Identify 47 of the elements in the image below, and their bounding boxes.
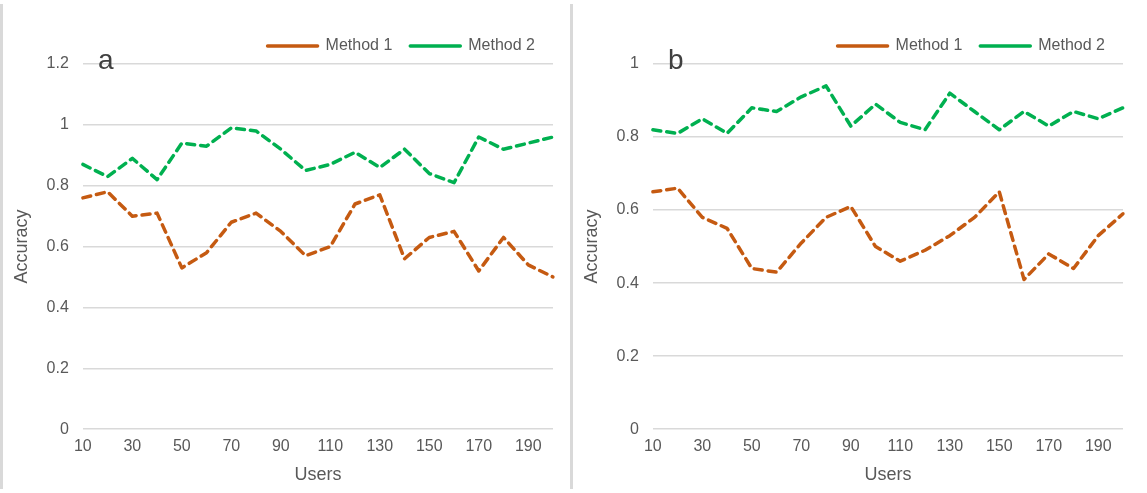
y-tick-label: 0.4 (616, 273, 639, 291)
x-tick-label: 90 (271, 437, 290, 455)
x-tick-label: 90 (841, 437, 860, 455)
x-tick-label: 30 (123, 437, 142, 455)
x-tick-label: 30 (693, 437, 712, 455)
legend-label: Method 2 (468, 36, 536, 54)
x-tick-label: 70 (222, 437, 241, 455)
y-axis-title: Accuracy (10, 209, 31, 284)
x-tick-label: 150 (985, 437, 1013, 455)
line-series (81, 126, 555, 185)
y-axis-title: Accuracy (580, 209, 601, 284)
x-tick-label: 190 (514, 437, 542, 455)
x-tick-label: 110 (887, 437, 914, 455)
x-tick-label: 170 (1035, 437, 1063, 455)
y-tick-label: 1 (59, 115, 69, 133)
x-tick-label: 170 (465, 437, 493, 455)
x-axis-title: Users (864, 464, 912, 485)
chart-title: b (668, 44, 684, 76)
legend-label: Method 2 (1038, 36, 1106, 54)
y-tick-label: 0.8 (46, 176, 69, 194)
y-tick-label: 1.2 (46, 54, 69, 72)
y-tick-label: 1 (629, 54, 639, 72)
y-tick-label: 0.4 (46, 297, 69, 315)
x-tick-label: 50 (742, 437, 761, 455)
y-tick-label: 0.2 (46, 358, 69, 376)
x-tick-label: 150 (415, 437, 443, 455)
x-tick-label: 70 (792, 437, 811, 455)
x-axis-title: Users (294, 464, 342, 485)
line-series (651, 186, 1125, 282)
y-tick-label: 0.8 (616, 127, 639, 145)
y-tick-label: 0 (629, 419, 639, 437)
x-tick-label: 110 (317, 437, 344, 455)
chart-title: a (98, 44, 114, 76)
line-series (81, 190, 555, 279)
x-tick-label: 50 (172, 437, 191, 455)
legend-label: Method 1 (325, 36, 393, 54)
y-tick-label: 0.6 (616, 200, 639, 218)
x-tick-label: 190 (1084, 437, 1112, 455)
legend-label: Method 1 (895, 36, 963, 54)
line-series (651, 84, 1125, 136)
y-tick-label: 0.6 (46, 237, 69, 255)
x-tick-label: 10 (643, 437, 662, 455)
y-tick-label: 0.2 (616, 346, 639, 364)
x-tick-label: 130 (366, 437, 394, 455)
y-tick-label: 0 (59, 419, 69, 437)
x-tick-label: 130 (936, 437, 964, 455)
x-tick-label: 10 (73, 437, 92, 455)
